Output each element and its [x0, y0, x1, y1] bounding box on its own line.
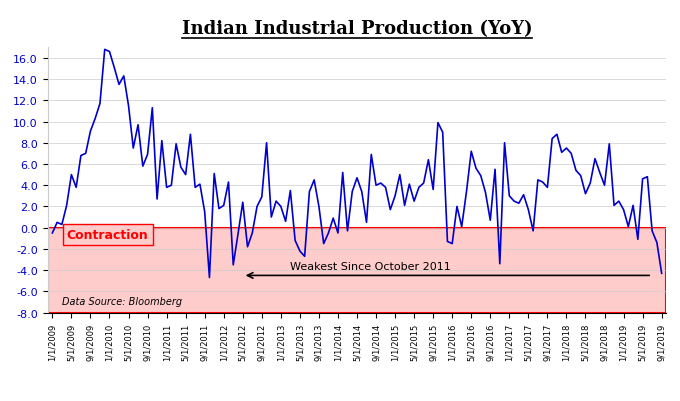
Text: Contraction: Contraction	[67, 229, 148, 242]
Title: Indian Industrial Production (YoY): Indian Industrial Production (YoY)	[182, 20, 532, 38]
Bar	[48, 228, 666, 313]
Text: Data Source: Bloomberg: Data Source: Bloomberg	[62, 296, 182, 306]
Text: Weakest Since October 2011: Weakest Since October 2011	[290, 261, 451, 271]
